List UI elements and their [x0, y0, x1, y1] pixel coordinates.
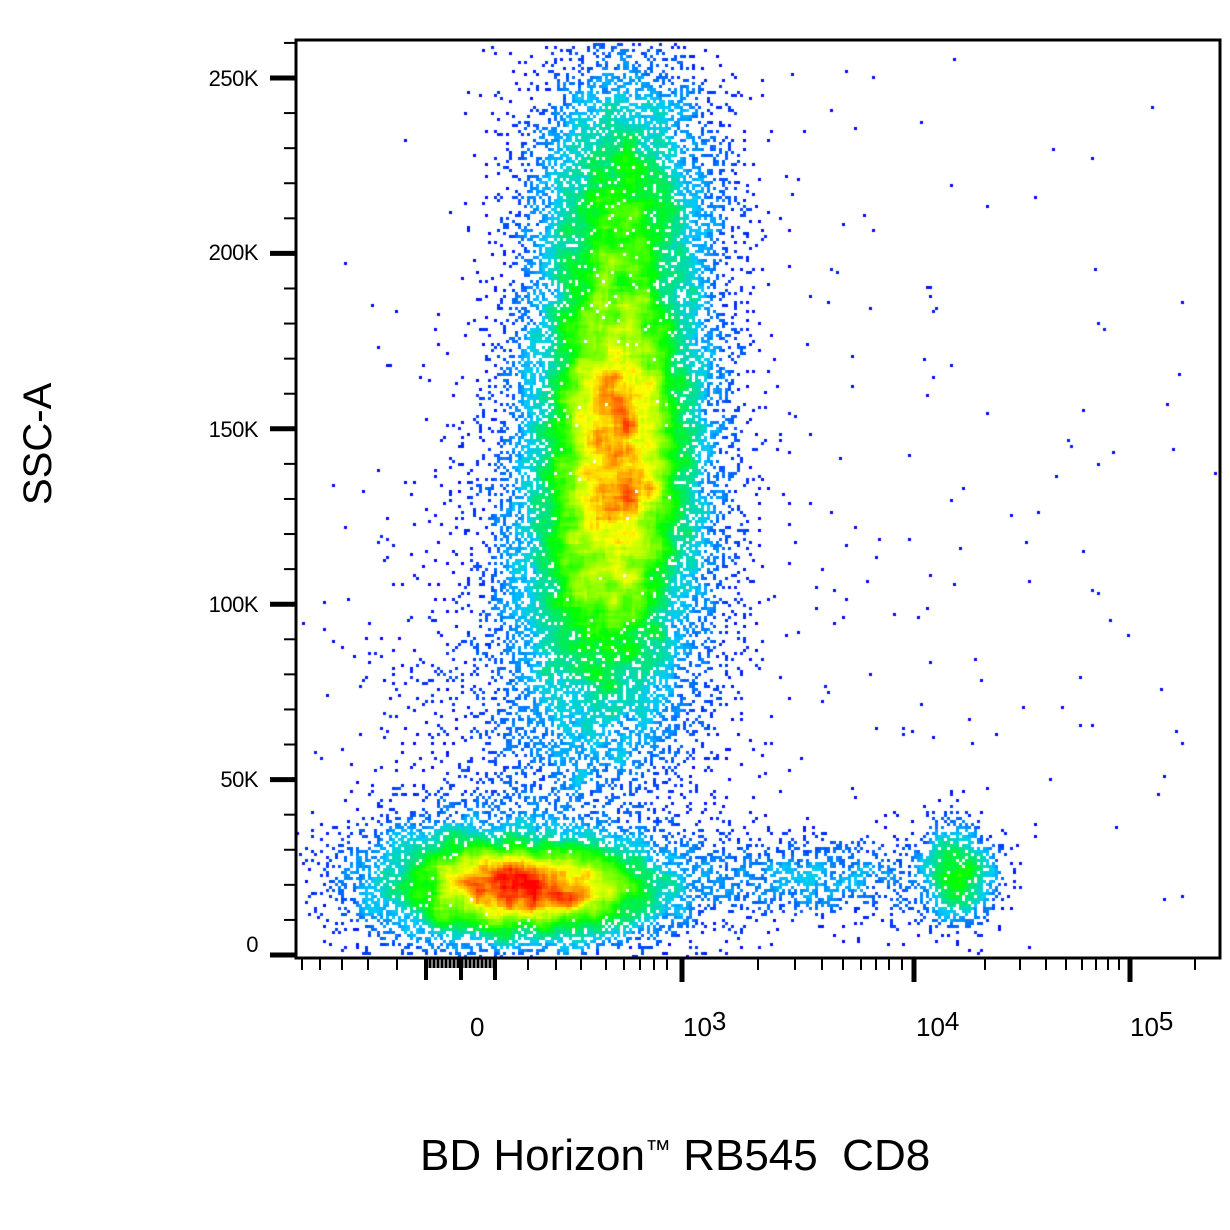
y-tick-label-150k: 150K: [208, 417, 259, 442]
plot-frame: [294, 38, 1222, 960]
x-tick-label-1e5: 105: [1130, 1008, 1173, 1042]
x-tick-label-1e3: 103: [683, 1008, 726, 1042]
x-tick-label-0: 0: [470, 1014, 484, 1040]
x-tick-1e5-base: 10: [1130, 1012, 1159, 1042]
y-tick-label-50k: 50K: [220, 767, 258, 792]
y-tick-label-250k: 250K: [208, 66, 259, 91]
trademark-symbol: ™: [644, 1134, 671, 1164]
x-tick-label-1e4: 104: [916, 1008, 959, 1042]
y-tick-label-200k: 200K: [208, 240, 259, 265]
x-tick-1e4-base: 10: [916, 1012, 945, 1042]
x-tick-1e5-exp: 5: [1158, 1006, 1174, 1036]
x-axis-title-main: BD Horizon: [420, 1131, 645, 1180]
x-axis-title: BD Horizon™ RB545 CD8: [420, 1134, 930, 1178]
x-tick-1e3-exp: 3: [711, 1006, 727, 1036]
x-tick-0-text: 0: [470, 1012, 485, 1042]
y-axis-title: SSC-A: [16, 382, 60, 505]
x-tick-1e4-exp: 4: [944, 1006, 960, 1036]
x-axis-title-rest: RB545 CD8: [670, 1131, 931, 1180]
y-tick-label-100k: 100K: [208, 592, 259, 617]
y-tick-label-0: 0: [246, 932, 258, 957]
x-tick-1e3-base: 10: [683, 1012, 712, 1042]
